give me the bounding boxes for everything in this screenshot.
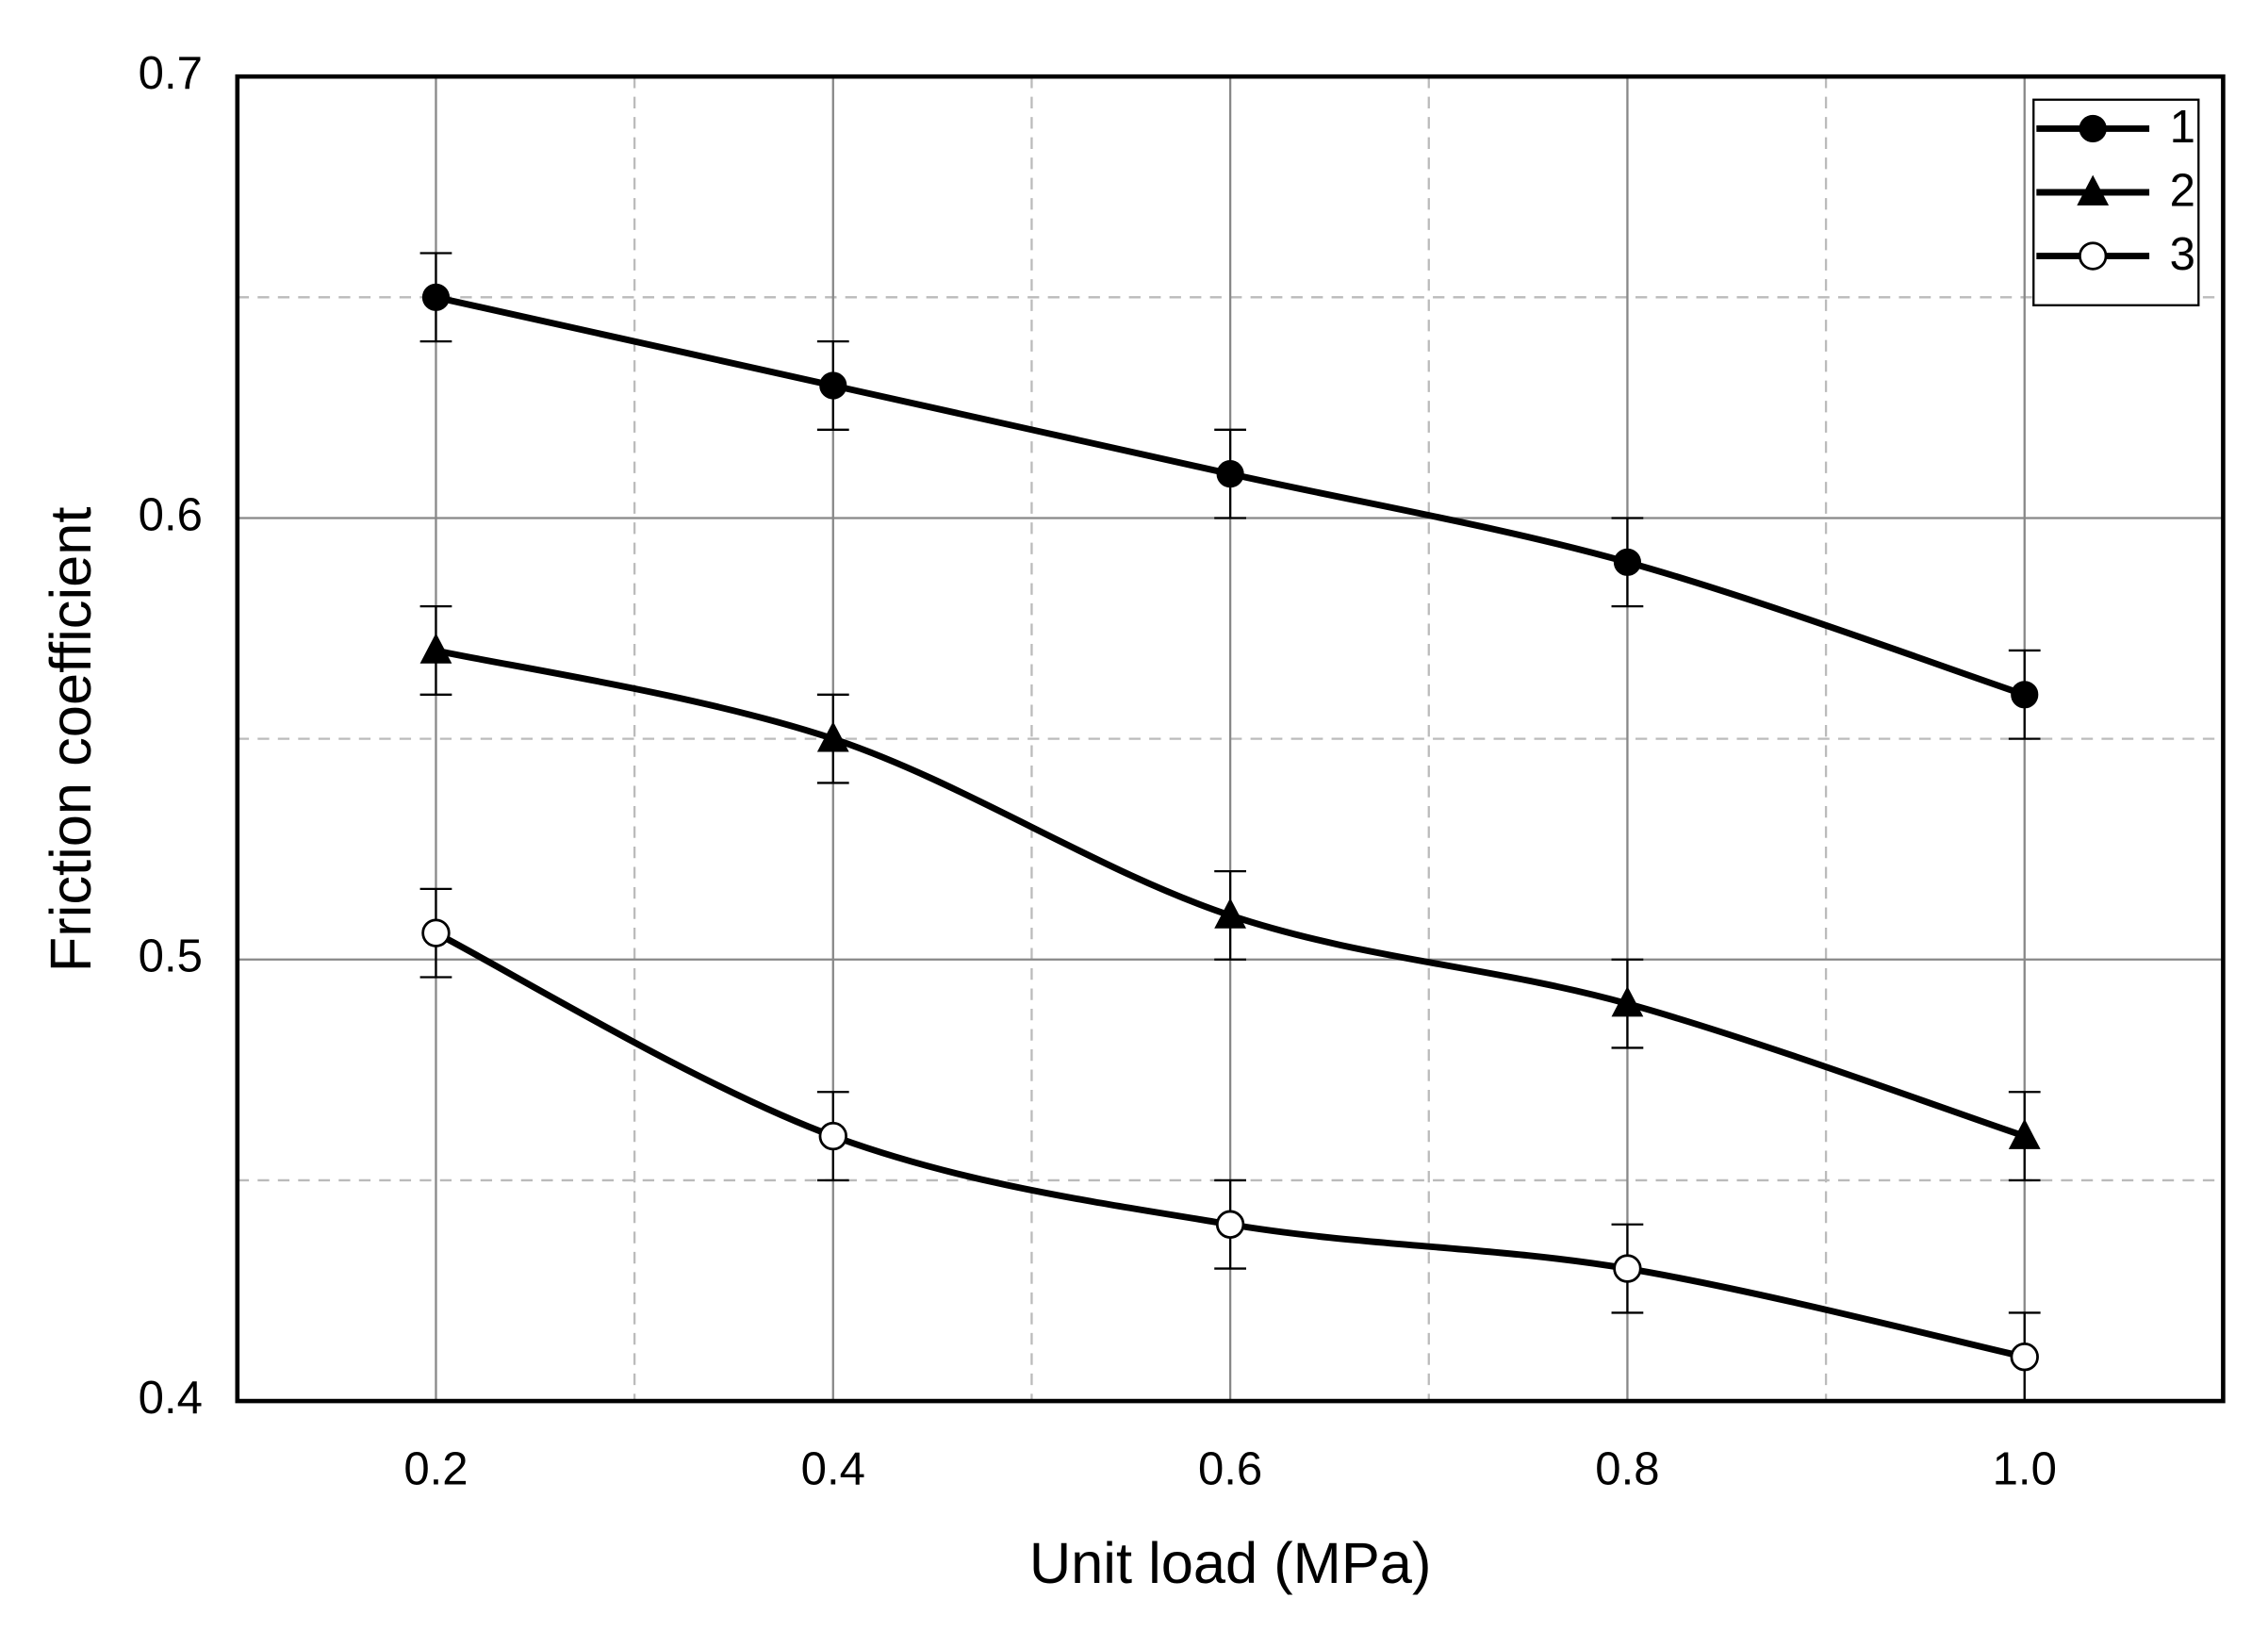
legend-marker (2079, 114, 2107, 143)
y-tick-label: 0.4 (139, 1373, 203, 1424)
x-axis-label: Unit load (MPa) (1029, 1531, 1432, 1596)
marker (1215, 1210, 1245, 1239)
marker (1611, 986, 1644, 1017)
marker (816, 721, 849, 752)
legend-box (2032, 98, 2200, 306)
marker (819, 371, 847, 400)
marker (1613, 1254, 1642, 1283)
marker (419, 633, 452, 664)
marker (818, 1121, 847, 1151)
legend: 1 2 3 (2032, 98, 2200, 306)
legend-marker (2077, 174, 2110, 206)
plot-frame (235, 74, 2226, 1404)
marker (1216, 460, 1244, 488)
marker (2010, 1343, 2039, 1372)
x-tick-label: 1.0 (1993, 1443, 2057, 1494)
legend-text: 1 (2170, 102, 2195, 153)
marker (421, 283, 451, 311)
marker (2008, 1118, 2041, 1149)
x-tick-label: 0.2 (403, 1443, 468, 1494)
y-axis-label: Friction coefficient (39, 507, 104, 973)
x-tick-label: 0.4 (801, 1443, 865, 1494)
ticks: 0.2 0.4 0.6 0.8 1.0 0.4 0.5 0.6 0.7 (139, 48, 2057, 1494)
marker (1613, 548, 1642, 576)
marker (2011, 681, 2039, 709)
marker (421, 918, 451, 947)
legend-text: 3 (2170, 229, 2195, 280)
x-tick-label: 0.6 (1198, 1443, 1262, 1494)
legend-text: 2 (2170, 166, 2195, 217)
x-tick-label: 0.8 (1595, 1443, 1659, 1494)
plot (419, 252, 2041, 1403)
y-tick-label: 0.7 (139, 48, 203, 99)
legend-marker (2079, 241, 2108, 271)
y-tick-label: 0.6 (139, 489, 203, 540)
y-tick-label: 0.5 (139, 931, 203, 982)
marker (1214, 898, 1246, 929)
